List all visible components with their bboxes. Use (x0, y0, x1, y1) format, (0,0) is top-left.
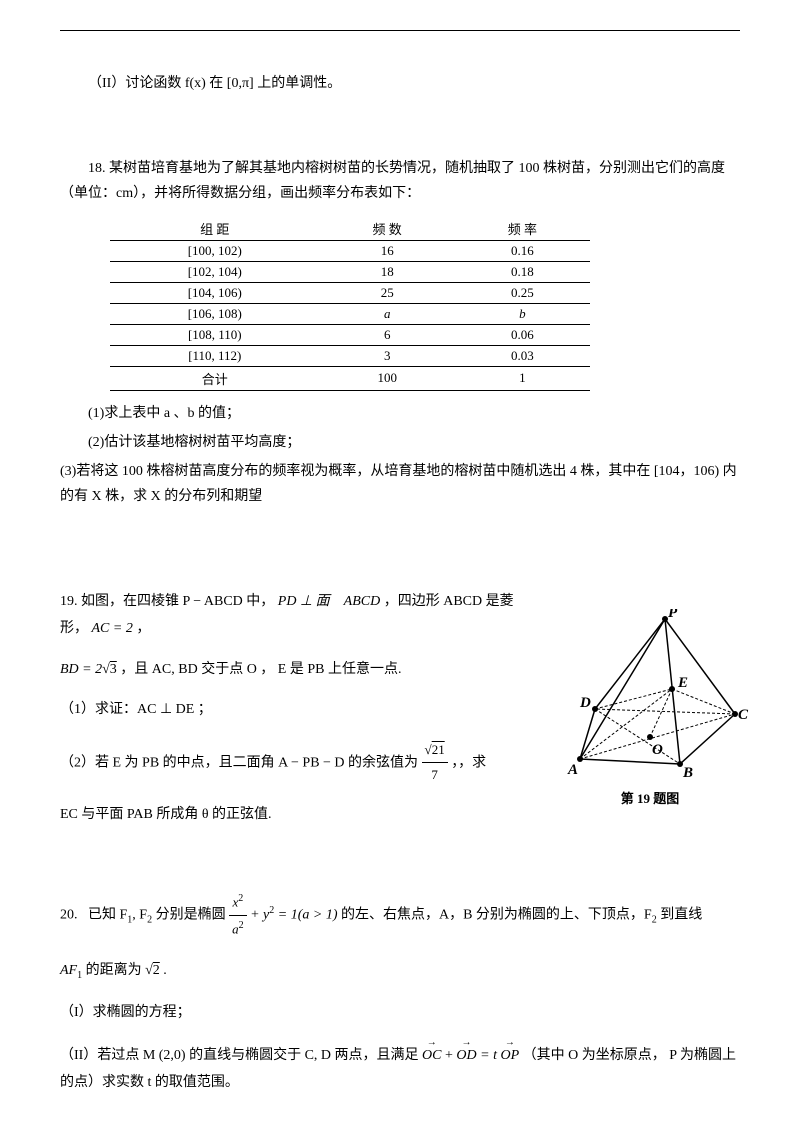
label-p: P (668, 609, 678, 621)
problem-19-part2: （2）若 E 为 PB 的中点，且二面角 A − PB − D 的余弦值为 √2… (60, 738, 530, 788)
cell: 100 (320, 366, 455, 390)
text: PD ⊥ 面 (278, 594, 330, 609)
label-d: D (579, 695, 591, 711)
vector-od: OD (456, 1043, 476, 1070)
cell: 18 (320, 261, 455, 282)
cell: 3 (320, 345, 455, 366)
text: AF (60, 963, 77, 978)
cell: [100, 102) (110, 240, 320, 261)
text: 分别是椭圆 (152, 907, 229, 922)
vector-op: OP (500, 1043, 519, 1070)
cell: 合计 (110, 366, 320, 390)
text: （II）若过点 M (2,0) 的直线与椭圆交于 C, D 两点，且满足 (60, 1048, 422, 1063)
problem-18: 18. 某树苗培育基地为了解其基地内榕树树苗的长势情况，随机抽取了 100 株树… (60, 156, 740, 509)
problem-20-number: 20. (60, 907, 78, 922)
problem-20-part1: （I）求椭圆的方程； (60, 1000, 740, 1027)
text: 已知 F (88, 907, 127, 922)
problem-18-part3: (3)若将这 100 株榕树苗高度分布的频率视为概率，从培育基地的榕树苗中随机选… (60, 459, 740, 509)
vector-oc: OC (422, 1043, 441, 1070)
denominator: 7 (422, 763, 448, 788)
cell: 1 (455, 366, 590, 390)
text: 2 (239, 920, 244, 931)
problem-19: 19. 如图，在四棱锥 P − ABCD 中， PD ⊥ 面 ABCD ，四边形… (60, 589, 740, 828)
text: 的距离为 (86, 963, 146, 978)
cell: 0.18 (455, 261, 590, 282)
cell: 0.16 (455, 240, 590, 261)
cell: [108, 110) (110, 324, 320, 345)
sqrt-value: 3 (110, 662, 117, 677)
table-row: [110, 112) 3 0.03 (110, 345, 590, 366)
text: 2 (238, 893, 243, 904)
col-frequency: 频 数 (320, 217, 455, 241)
sqrt-value: 21 (432, 742, 445, 757)
text: BD = 2 (60, 662, 102, 677)
text: , F (132, 907, 147, 922)
cell: a (320, 303, 455, 324)
problem-20-line2: AF1 的距离为 √2 . (60, 958, 740, 985)
problem-18-number: 18. (88, 161, 106, 176)
cell: 0.25 (455, 282, 590, 303)
table-header-row: 组 距 频 数 频 率 (110, 217, 590, 241)
text: + (445, 1048, 456, 1063)
text: ，且 AC, BD 交于点 O ， E 是 PB 上任意一点. (120, 662, 401, 677)
problem-19-part1: （1）求证：AC ⊥ DE ； (60, 697, 530, 724)
text: （2）若 E 为 PB 的中点，且二面角 A − PB − D 的余弦值为 (60, 755, 422, 770)
cell: 16 (320, 240, 455, 261)
frequency-table: 组 距 频 数 频 率 [100, 102) 16 0.16 [102, 104… (110, 217, 590, 391)
problem-18-part1: (1)求上表中 a 、b 的值； (60, 401, 740, 426)
problem-19-number: 19. (60, 594, 78, 609)
table-row: [104, 106) 25 0.25 (110, 282, 590, 303)
text: AC = 2 (92, 621, 133, 636)
problem-20: 20. 已知 F1, F2 分别是椭圆 x2 a2 + y2 = 1(a > 1… (60, 889, 740, 1097)
problem-18-part2: (2)估计该基地榕树树苗平均高度； (60, 430, 740, 455)
problem-19-part3: EC 与平面 PAB 所成角 θ 的正弦值. (60, 802, 530, 829)
text: ABCD (344, 594, 381, 609)
figure-caption: 第 19 题图 (550, 788, 750, 807)
text: + y (250, 907, 269, 922)
text: 如图，在四棱锥 P − ABCD 中， (81, 594, 274, 609)
table-row: [106, 108) a b (110, 303, 590, 324)
table-row: [100, 102) 16 0.16 (110, 240, 590, 261)
label-o: O (652, 742, 663, 758)
label-c: C (738, 707, 749, 723)
text: = 1(a > 1) (278, 907, 338, 922)
sqrt-value: 2 (153, 963, 160, 978)
cell: [102, 104) (110, 261, 320, 282)
problem-19-line2: BD = 2√3 ，且 AC, BD 交于点 O ， E 是 PB 上任意一点. (60, 657, 530, 684)
problem-20-intro: 20. 已知 F1, F2 分别是椭圆 x2 a2 + y2 = 1(a > 1… (60, 889, 740, 942)
text: . (163, 963, 167, 978)
table-row: [108, 110) 6 0.06 (110, 324, 590, 345)
col-rate: 频 率 (455, 217, 590, 241)
cell: 0.06 (455, 324, 590, 345)
header-rule (60, 30, 740, 31)
cell: 6 (320, 324, 455, 345)
text: ，，求 (451, 755, 486, 770)
problem-17-text: （II）讨论函数 f(x) 在 [0,π] 上的单调性。 (60, 71, 740, 96)
cell: 0.03 (455, 345, 590, 366)
cell: [104, 106) (110, 282, 320, 303)
table-row: [102, 104) 18 0.18 (110, 261, 590, 282)
label-b: B (682, 765, 693, 779)
label-a: A (567, 762, 578, 778)
cell: [110, 112) (110, 345, 320, 366)
problem-18-intro: 18. 某树苗培育基地为了解其基地内榕树树苗的长势情况，随机抽取了 100 株树… (60, 156, 740, 206)
problem-20-part2: （II）若过点 M (2,0) 的直线与椭圆交于 C, D 两点，且满足 OC … (60, 1043, 740, 1096)
pyramid-diagram: P E D C O A B (550, 609, 750, 779)
text: = t (480, 1048, 497, 1063)
table-row-total: 合计 100 1 (110, 366, 590, 390)
cell: [106, 108) (110, 303, 320, 324)
text: 到直线 (657, 907, 703, 922)
problem-18-intro-text: 某树苗培育基地为了解其基地内榕树树苗的长势情况，随机抽取了 100 株树苗，分别… (60, 161, 725, 201)
col-range: 组 距 (110, 217, 320, 241)
label-e: E (677, 675, 688, 691)
cell: 25 (320, 282, 455, 303)
cell: b (455, 303, 590, 324)
problem-19-intro: 19. 如图，在四棱锥 P − ABCD 中， PD ⊥ 面 ABCD ，四边形… (60, 589, 530, 642)
problem-19-figure: P E D C O A B 第 19 题图 (550, 609, 750, 807)
problem-17-part2: （II）讨论函数 f(x) 在 [0,π] 上的单调性。 (60, 71, 740, 96)
text: 的左、右焦点，A，B 分别为椭圆的上、下顶点，F (341, 907, 652, 922)
